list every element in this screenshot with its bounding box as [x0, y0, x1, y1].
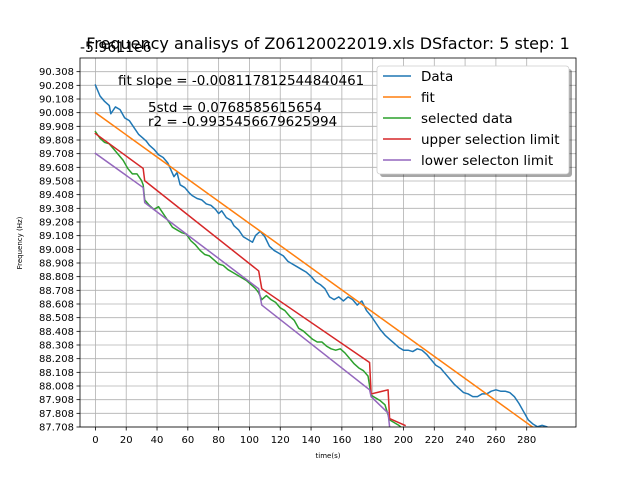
series-line-data — [94, 84, 548, 427]
y-tick-label: 88.508 — [39, 313, 74, 324]
x-tick-label: 40 — [151, 435, 164, 446]
legend-box — [376, 65, 570, 175]
y-tick-label: 89.608 — [39, 163, 74, 174]
y-tick-label: 87.808 — [39, 409, 74, 420]
y-tick-label: 88.408 — [39, 327, 74, 338]
x-tick-label: 60 — [181, 435, 194, 446]
y-tick-label: 89.808 — [39, 136, 74, 147]
x-tick-label: 200 — [394, 435, 413, 446]
x-tick-label: 140 — [302, 435, 321, 446]
x-tick-label: 240 — [456, 435, 475, 446]
x-tick-label: 80 — [212, 435, 225, 446]
x-tick-label: 100 — [240, 435, 259, 446]
y-tick-label: 90.308 — [39, 67, 74, 78]
y-tick-label: 87.908 — [39, 395, 74, 406]
y-tick-label: 89.408 — [39, 190, 74, 201]
x-tick-label: 260 — [486, 435, 505, 446]
fit-slope-annotation: fit slope = -0.008117812544840461 — [118, 73, 364, 89]
y-tick-label: 89.008 — [39, 245, 74, 256]
y-tick-label: 87.708 — [39, 423, 74, 434]
legend-label-upper-selection-limit: upper selection limit — [421, 132, 560, 148]
y-tick-label: 89.508 — [39, 177, 74, 188]
y-tick-label: 89.308 — [39, 204, 74, 215]
legend-label-data: Data — [421, 69, 453, 85]
x-tick-label: 220 — [425, 435, 444, 446]
y-tick-label: 88.108 — [39, 368, 74, 379]
y-tick-label: 88.908 — [39, 259, 74, 270]
chart-title: Frequency analisys of Z06120022019.xls D… — [86, 34, 570, 53]
y-axis-label: Frequency (Hz) — [16, 216, 24, 269]
y-tick-label: 88.608 — [39, 300, 74, 311]
y-tick-label: 89.908 — [39, 122, 74, 133]
y-tick-label: 90.108 — [39, 95, 74, 106]
x-tick-label: 0 — [92, 435, 98, 446]
y-tick-label: 89.108 — [39, 231, 74, 242]
x-axis-ticks: 0 20 40 60 80 100 120 140 160 180 200 220 240 260 280 — [92, 427, 536, 446]
y-tick-label: 90.008 — [39, 108, 74, 119]
x-axis-label: time(s) — [316, 452, 341, 460]
y-tick-label: 89.208 — [39, 218, 74, 229]
y-axis-ticks: 87.708 87.808 87.908 88.008 88.108 88.208 88.3… — [39, 67, 80, 434]
y-tick-label: 88.208 — [39, 354, 74, 365]
y-tick-label: 90.208 — [39, 81, 74, 92]
series-layer — [94, 84, 548, 427]
x-tick-label: 180 — [363, 435, 382, 446]
r2-annotation: r2 = -0.9935456679625994 — [148, 114, 337, 130]
series-line-fit — [94, 111, 534, 427]
offset-text: -5.9611e6 — [80, 40, 152, 56]
legend: Data fit selected data upper selection limi… — [376, 65, 572, 177]
x-tick-label: 120 — [271, 435, 290, 446]
x-tick-label: 280 — [517, 435, 536, 446]
legend-label-fit: fit — [421, 90, 435, 106]
series-line-lower-selecton-limit — [94, 152, 391, 427]
x-tick-label: 160 — [332, 435, 351, 446]
std-annotation: 5std = 0.0768585615654 — [148, 100, 322, 116]
y-tick-label: 88.008 — [39, 382, 74, 393]
y-tick-label: 88.808 — [39, 272, 74, 283]
legend-entries: Data fit selected data upper selection limi… — [383, 69, 560, 169]
plot-frame — [79, 57, 577, 428]
y-tick-label: 88.708 — [39, 286, 74, 297]
series-line-upper-selection-limit — [94, 132, 407, 427]
y-tick-label: 89.708 — [39, 149, 74, 160]
legend-label-lower-selecton-limit: lower selecton limit — [421, 153, 553, 169]
legend-label-selected-data: selected data — [421, 111, 513, 127]
x-tick-label: 20 — [120, 435, 133, 446]
y-tick-label: 88.308 — [39, 341, 74, 352]
